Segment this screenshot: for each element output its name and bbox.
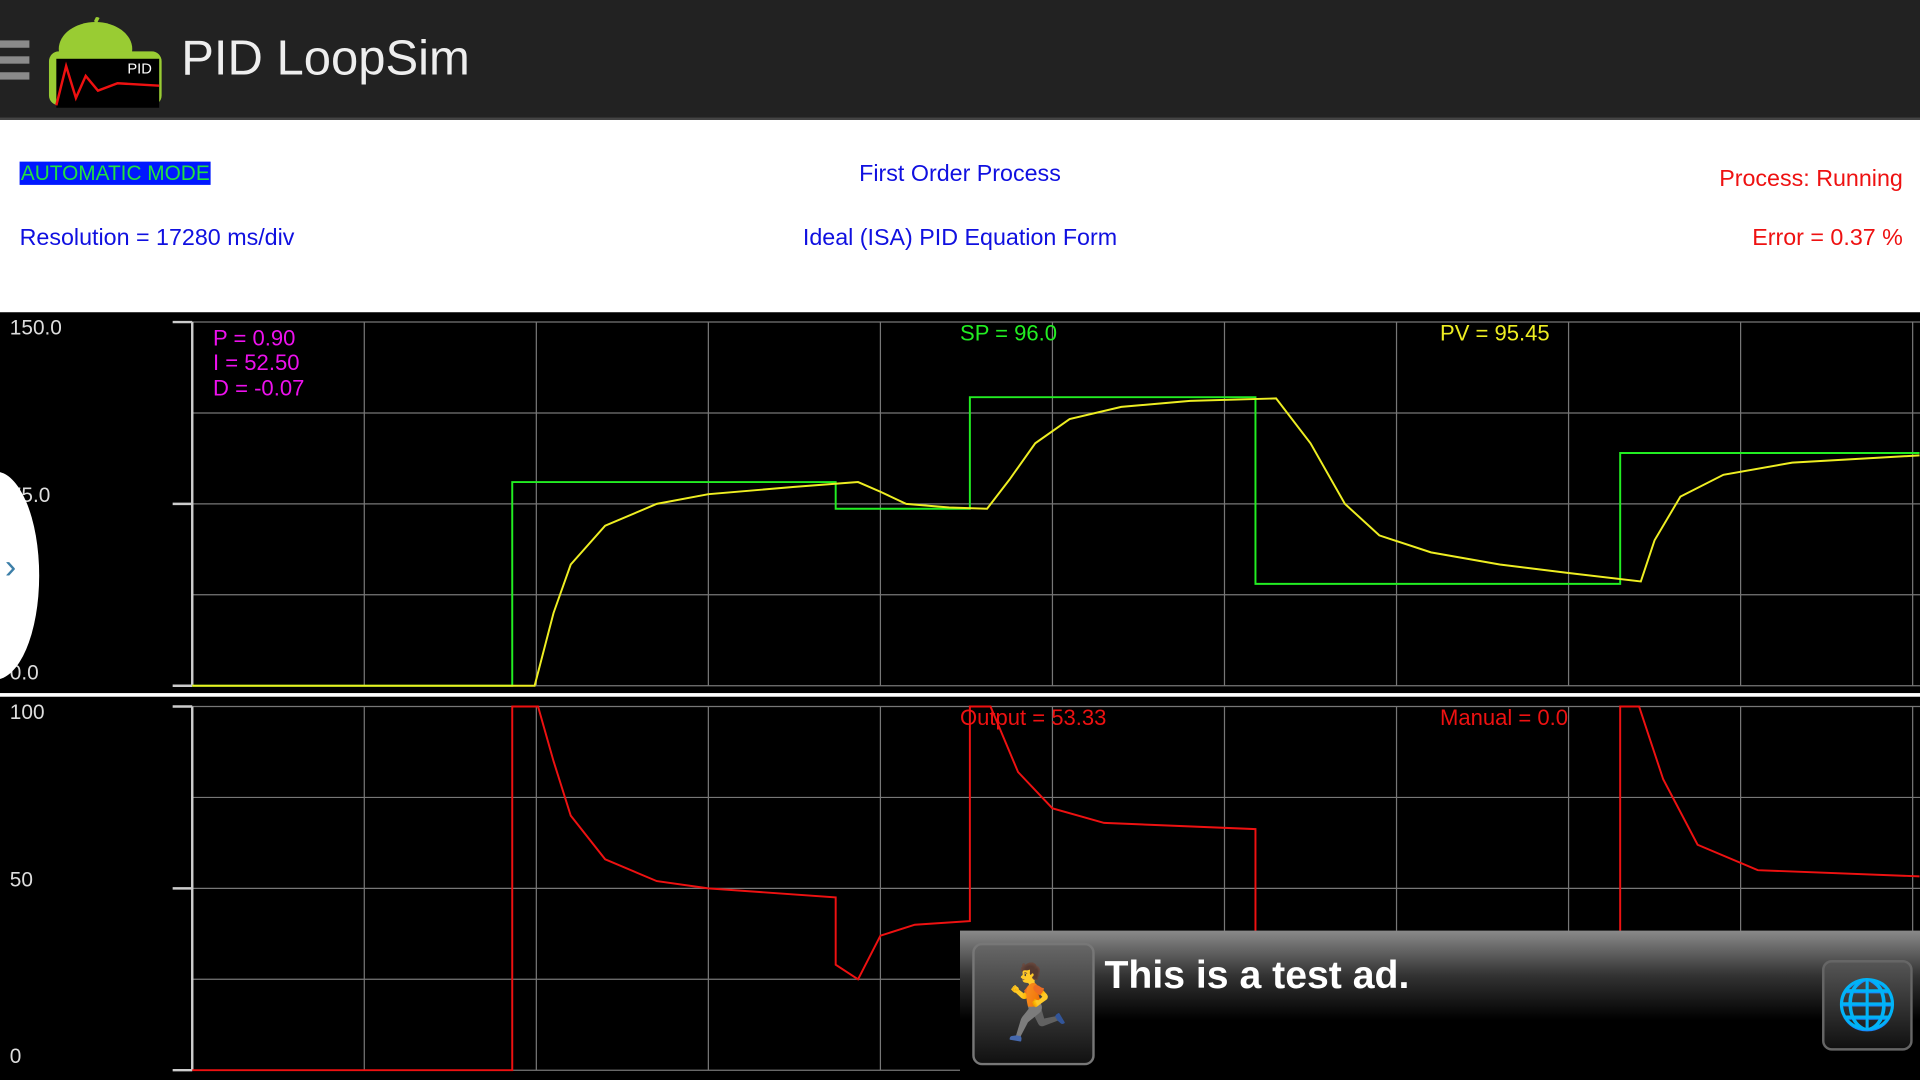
globe-icon[interactable]: 🌐	[1822, 960, 1913, 1051]
chevron-right-icon: ›	[4, 547, 17, 586]
status-panel: AUTOMATIC MODE First Order Process Proce…	[0, 120, 1920, 313]
ad-text: This is a test ad.	[1104, 952, 1410, 997]
d-gain: D = -0.07	[213, 375, 305, 401]
series-pv-line	[192, 397, 1920, 687]
mode-indicator[interactable]: AUTOMATIC MODE	[19, 161, 211, 185]
y-tick-label: 100	[9, 700, 45, 724]
ad-banner[interactable]: 🏃 This is a test ad. 🌐	[960, 930, 1920, 1080]
i-gain: I = 52.50	[213, 350, 300, 375]
action-bar: PID PID LoopSim	[0, 0, 1920, 121]
y-tick-label: 0.0	[9, 661, 39, 685]
process-status: Process: Running	[1719, 166, 1903, 193]
output-readout: Output = 53.33	[960, 705, 1107, 730]
equation-form: Ideal (ISA) PID Equation Form	[802, 225, 1118, 252]
app-title: PID LoopSim	[181, 31, 470, 86]
p-gain: P = 0.90	[213, 325, 296, 351]
y-tick-label: 50	[9, 868, 33, 892]
pv-readout: PV = 95.45	[1440, 320, 1550, 346]
app-logo-icon: PID	[48, 17, 162, 108]
error-value: Error = 0.37 %	[1752, 225, 1903, 252]
series-sp-line	[192, 396, 1920, 687]
pv-sp-chart[interactable]	[0, 312, 1920, 693]
hamburger-menu-icon[interactable]	[0, 40, 30, 88]
chart-divider	[0, 693, 1920, 697]
series-output-line	[192, 705, 1920, 1072]
y-tick-label: 0	[9, 1044, 22, 1068]
resolution: Resolution = 17280 ms/div	[19, 225, 295, 252]
manual-readout: Manual = 0.0	[1440, 705, 1569, 730]
y-tick-label: 150.0	[9, 315, 62, 340]
process-type: First Order Process	[859, 161, 1061, 188]
logo-text: PID	[127, 61, 151, 77]
running-man-icon: 🏃	[972, 942, 1095, 1066]
sp-readout: SP = 96.0	[960, 320, 1058, 346]
